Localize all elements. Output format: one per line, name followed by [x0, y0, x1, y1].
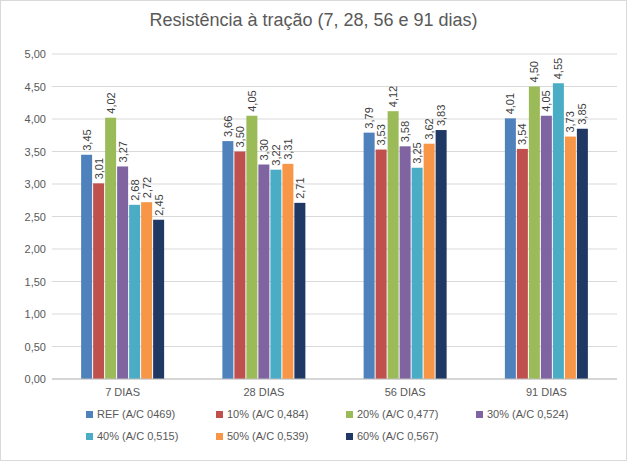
data-label: 4,55 [552, 58, 564, 79]
bar [129, 205, 140, 379]
data-labels: 3,453,01 4,02 3,27 2,682,722,45 3,663,50 4,05… [81, 58, 589, 216]
data-label: 4,12 [387, 86, 399, 107]
chart-background [1, 1, 627, 461]
bar [105, 118, 116, 379]
y-tick-label: 2,50 [25, 211, 46, 223]
bar [270, 170, 281, 379]
legend-label: 40% (A/C 0,515) [97, 430, 178, 442]
legend-swatch [216, 411, 223, 418]
legend-label: 30% (A/C 0,524) [487, 408, 568, 420]
x-tick-label: 91 DIAS [526, 386, 567, 398]
bar [505, 118, 516, 379]
bars [81, 83, 588, 379]
y-tick-label: 5,00 [25, 48, 46, 60]
bar [93, 183, 104, 379]
data-label: 4,50 [528, 61, 540, 82]
data-label: 3,31 [282, 138, 294, 159]
legend-label: 10% (A/C 0,484) [227, 408, 308, 420]
bar [282, 164, 293, 379]
legend-label: REF (A/C 0469) [97, 408, 175, 420]
bar [258, 165, 269, 380]
y-tick-label: 3,50 [25, 146, 46, 158]
data-label: 3,30 [258, 139, 270, 160]
bar [400, 146, 411, 379]
legend-label: 50% (A/C 0,539) [227, 430, 308, 442]
x-tick-label: 28 DIAS [243, 386, 284, 398]
bar [541, 116, 552, 379]
y-tick-label: 0,00 [25, 373, 46, 385]
legend-swatch [216, 433, 223, 440]
data-label: 2,71 [294, 177, 306, 198]
bar [577, 129, 588, 379]
bar [553, 83, 564, 379]
x-axis [52, 379, 617, 380]
bar [565, 137, 576, 379]
bar [529, 87, 540, 380]
data-label: 3,79 [363, 107, 375, 128]
bar [412, 168, 423, 379]
data-label: 2,68 [129, 179, 141, 200]
y-tick-label: 2,00 [25, 243, 46, 255]
data-label: 3,53 [375, 124, 387, 145]
data-label: 3,62 [423, 118, 435, 139]
data-label: 3,66 [222, 116, 234, 137]
x-tick-label: 56 DIAS [385, 386, 426, 398]
y-tick-label: 0,50 [25, 341, 46, 353]
data-label: 4,05 [540, 90, 552, 111]
x-tick-label: 7 DIAS [105, 386, 140, 398]
legend-label: 60% (A/C 0,567) [357, 430, 438, 442]
bar [81, 155, 92, 379]
data-label: 3,01 [93, 158, 105, 179]
bar [376, 150, 387, 379]
data-label: 2,45 [153, 194, 165, 215]
bar [153, 220, 164, 379]
grid-line [52, 54, 617, 55]
data-label: 3,58 [399, 121, 411, 142]
data-label: 3,54 [516, 123, 528, 144]
grid-line [52, 379, 617, 380]
legend-swatch [346, 433, 353, 440]
bar [436, 130, 447, 379]
y-tick-label: 4,50 [25, 81, 46, 93]
bar [517, 149, 528, 379]
y-tick-label: 3,00 [25, 178, 46, 190]
y-tick-label: 1,00 [25, 308, 46, 320]
legend-swatch [346, 411, 353, 418]
y-tick-label: 1,50 [25, 276, 46, 288]
bar [424, 144, 435, 379]
data-label: 3,45 [81, 129, 93, 150]
chart: Resistência à tração (7, 28, 56 e 91 dia… [0, 0, 627, 461]
data-label: 3,27 [117, 141, 129, 162]
data-label: 3,25 [411, 142, 423, 163]
legend-label: 20% (A/C 0,477) [357, 408, 438, 420]
data-label: 3,22 [270, 144, 282, 165]
bar [234, 152, 245, 380]
bar [246, 116, 257, 379]
legend: REF (A/C 0469) 10% (A/C 0,484) 20% (A/C 0,… [86, 408, 568, 442]
legend-swatch [476, 411, 483, 418]
data-label: 3,50 [234, 126, 246, 147]
bar [141, 202, 152, 379]
data-label: 3,73 [564, 111, 576, 132]
bar [388, 111, 399, 379]
data-label: 3,85 [576, 103, 588, 124]
bar [294, 203, 305, 379]
data-label: 4,01 [504, 93, 516, 114]
bar [117, 166, 128, 379]
data-label: 4,02 [105, 92, 117, 113]
bar [222, 141, 233, 379]
bar [364, 133, 375, 379]
title: Resistência à tração (7, 28, 56 e 91 dia… [149, 10, 477, 30]
data-label: 4,05 [246, 90, 258, 111]
data-label: 3,83 [435, 105, 447, 126]
y-tick-label: 4,00 [25, 113, 46, 125]
legend-swatch [86, 433, 93, 440]
legend-swatch [86, 411, 93, 418]
data-label: 2,72 [141, 177, 153, 198]
